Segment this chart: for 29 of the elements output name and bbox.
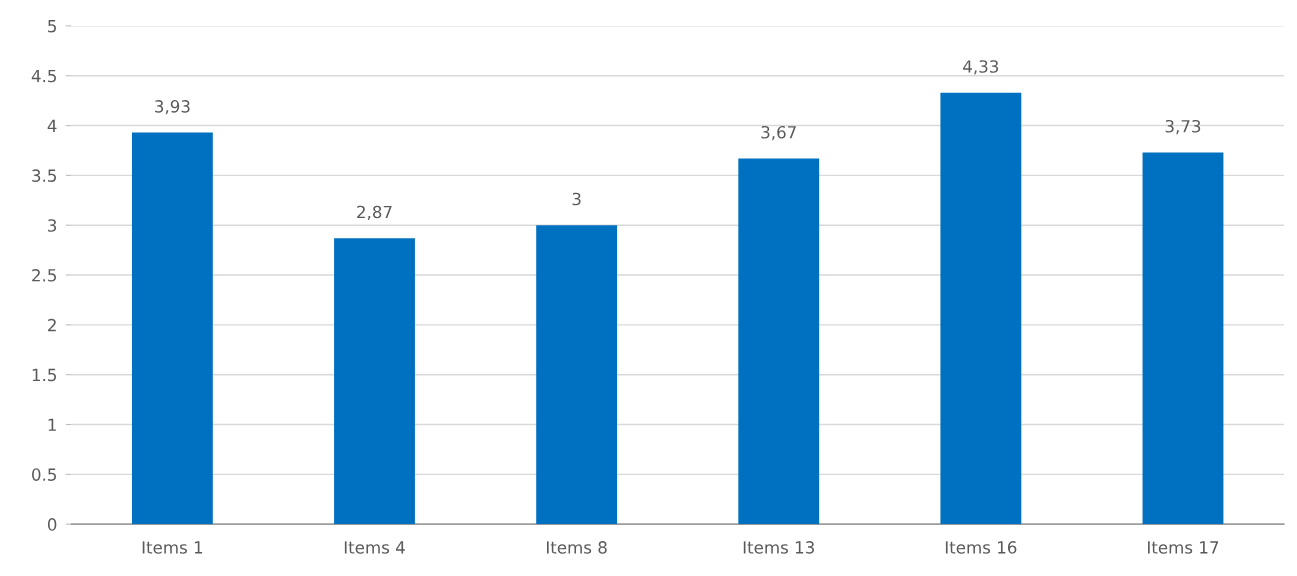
data-label: 3,73 [1165, 119, 1201, 135]
y-tick-label: 1 [48, 418, 56, 431]
y-tick-label: 1.5 [32, 368, 56, 382]
x-tick-label: Items 16 [945, 541, 1017, 554]
bar [738, 158, 820, 525]
y-tick-label: 3 [48, 219, 57, 232]
bar [1142, 152, 1224, 525]
y-tick-label: 0 [47, 518, 57, 531]
data-label: 3,67 [761, 125, 796, 141]
data-label: 3 [572, 192, 581, 206]
y-tick-label: 5 [48, 20, 56, 33]
data-label: 2,87 [357, 205, 392, 220]
bar [536, 225, 618, 525]
x-tick-label: Items 8 [547, 541, 607, 554]
y-tick-label: 2.5 [32, 269, 56, 282]
y-tick-label: 0.5 [32, 468, 56, 481]
y-tick-label: 4.5 [31, 69, 56, 83]
x-tick-label: Items 13 [743, 541, 814, 554]
data-label: 3,93 [155, 100, 190, 115]
y-tick-label: 3.5 [32, 169, 56, 182]
bar [131, 132, 213, 525]
x-tick-label: Items 17 [1148, 541, 1219, 554]
y-tick-label: 2 [48, 318, 56, 332]
bar [334, 238, 415, 525]
bar [940, 92, 1022, 525]
y-tick-label: 4 [47, 119, 57, 132]
data-label: 4,33 [963, 60, 999, 75]
x-tick-label: Items 4 [344, 541, 405, 554]
x-tick-label: Items 1 [142, 541, 203, 554]
